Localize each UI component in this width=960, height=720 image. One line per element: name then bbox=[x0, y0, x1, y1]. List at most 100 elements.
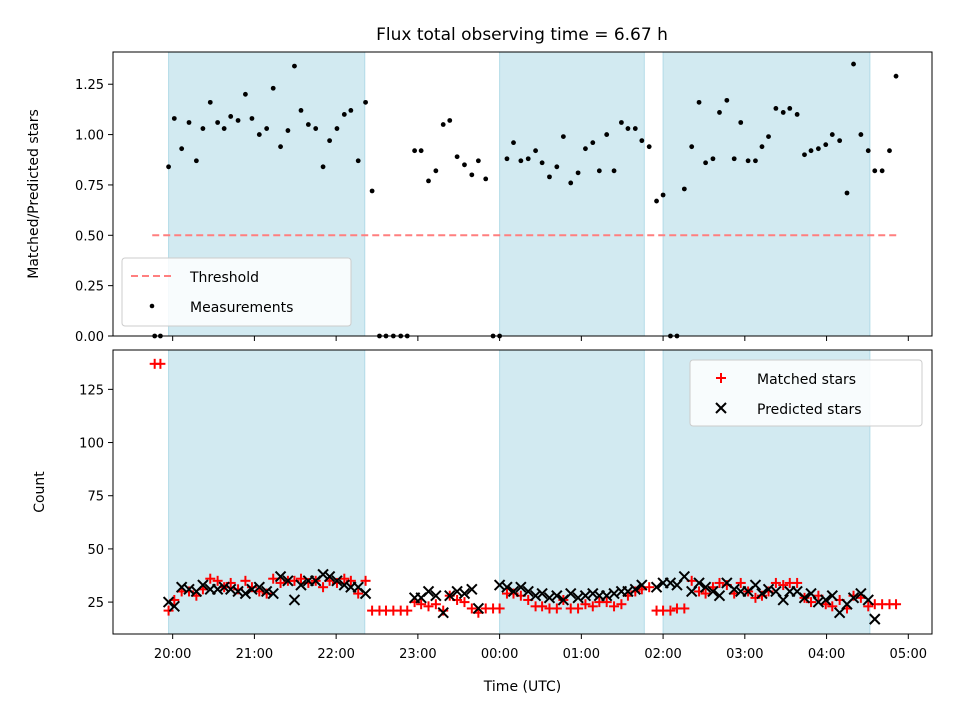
predicted-star-point bbox=[317, 568, 329, 581]
measurement-point bbox=[654, 198, 659, 204]
predicted-star-point bbox=[600, 590, 613, 602]
measurement-point bbox=[533, 148, 538, 154]
predicted-star-point bbox=[507, 585, 520, 598]
measurement-point bbox=[717, 110, 722, 115]
bottom-y-ticks: 25 50 75 100 125 bbox=[79, 383, 113, 611]
predicted-star-point bbox=[826, 590, 838, 602]
x-tick-label: 05:00 bbox=[890, 647, 927, 662]
measurement-point bbox=[447, 118, 453, 123]
measurement-point bbox=[418, 148, 424, 154]
measurement-point bbox=[773, 105, 779, 111]
measurement-point bbox=[313, 126, 319, 131]
measurement-point bbox=[802, 152, 807, 158]
matched-star-point bbox=[679, 603, 690, 614]
predicted-star-point bbox=[515, 581, 527, 593]
predicted-star-point bbox=[437, 607, 449, 619]
measurement-point bbox=[292, 63, 297, 69]
matched-star-point bbox=[714, 577, 725, 588]
bottom-panel: 20:00 21:00 22:00 23:00 00:00 01:00 02:00 03:00… bbox=[32, 349, 933, 695]
legend-predicted-swatch bbox=[715, 402, 727, 414]
predicted-star-point bbox=[847, 592, 860, 604]
matched-star-point bbox=[863, 601, 874, 612]
matched-star-point bbox=[778, 580, 789, 591]
measurement-point bbox=[412, 148, 418, 154]
top-y-tick-label: 0.75 bbox=[75, 179, 104, 194]
measurement-point bbox=[270, 85, 276, 91]
bottom-y-tick-label: 50 bbox=[87, 543, 104, 558]
predicted-star-point bbox=[529, 590, 542, 602]
x-axis-label: Time (UTC) bbox=[483, 679, 561, 695]
matched-star-point bbox=[644, 582, 655, 593]
measurement-point bbox=[483, 176, 489, 182]
predicted-star-point bbox=[587, 587, 599, 600]
measurement-point bbox=[256, 132, 262, 137]
bottom-x-ticks: 20:00 21:00 22:00 23:00 00:00 01:00 02:00 03:00… bbox=[154, 634, 927, 662]
predicted-star-point bbox=[650, 581, 663, 593]
x-tick-label: 03:00 bbox=[726, 647, 763, 662]
matched-star-point bbox=[353, 588, 364, 599]
predicted-star-point bbox=[869, 613, 881, 625]
predicted-star-point bbox=[253, 581, 266, 593]
measurement-point bbox=[619, 120, 624, 125]
bottom-y-tick-label: 25 bbox=[87, 596, 104, 611]
measurement-point bbox=[320, 164, 326, 170]
measurement-point bbox=[504, 156, 510, 162]
predicted-star-point bbox=[288, 594, 301, 606]
measurement-point bbox=[851, 61, 856, 67]
predicted-stars-points bbox=[162, 568, 881, 625]
measurement-point bbox=[228, 114, 234, 119]
matched-star-point bbox=[494, 603, 505, 614]
predicted-star-point bbox=[862, 594, 874, 606]
measurement-point bbox=[745, 158, 751, 164]
legend-measurements-swatch bbox=[149, 303, 155, 309]
legend-measurements-label: Measurements bbox=[190, 300, 293, 316]
measurement-point bbox=[696, 99, 702, 105]
x-tick-label: 23:00 bbox=[399, 647, 436, 662]
matched-star-point bbox=[616, 599, 627, 610]
measurement-point bbox=[249, 116, 255, 121]
predicted-star-point bbox=[444, 590, 456, 602]
measurement-point bbox=[215, 120, 221, 125]
measurement-point bbox=[753, 158, 758, 164]
x-tick-label: 00:00 bbox=[481, 647, 518, 662]
measurement-point bbox=[243, 91, 248, 97]
matched-star-point bbox=[295, 573, 306, 584]
measurement-point bbox=[794, 112, 800, 117]
matched-star-point bbox=[430, 599, 441, 610]
bottom-y-tick-label: 100 bbox=[79, 437, 104, 452]
predicted-star-point bbox=[820, 594, 832, 606]
predicted-star-point bbox=[536, 587, 548, 600]
measurement-point bbox=[305, 122, 311, 127]
measurement-point bbox=[837, 138, 843, 144]
measurement-point bbox=[639, 138, 645, 144]
matched-star-point bbox=[402, 605, 413, 616]
predicted-star-point bbox=[707, 585, 719, 598]
measurement-point bbox=[611, 168, 617, 174]
matched-star-point bbox=[416, 599, 427, 610]
predicted-star-point bbox=[543, 592, 556, 604]
predicted-star-point bbox=[522, 585, 534, 598]
top-y-tick-label: 0.50 bbox=[75, 229, 104, 244]
matched-star-point bbox=[318, 582, 329, 593]
measurement-point bbox=[327, 138, 333, 144]
predicted-star-point bbox=[713, 590, 726, 602]
predicted-star-point bbox=[239, 587, 252, 600]
matched-star-point bbox=[466, 603, 477, 614]
measurement-point bbox=[525, 156, 531, 162]
predicted-star-point bbox=[629, 583, 642, 596]
legend-threshold-label: Threshold bbox=[189, 270, 259, 286]
matched-star-point bbox=[275, 577, 286, 588]
measurement-point bbox=[363, 99, 368, 105]
legend-matched-label: Matched stars bbox=[757, 372, 856, 388]
predicted-star-point bbox=[183, 583, 195, 596]
matched-star-point bbox=[609, 601, 620, 612]
measurement-point bbox=[780, 110, 786, 115]
measurement-point bbox=[787, 105, 793, 111]
measurement-point bbox=[646, 144, 652, 150]
measurement-point bbox=[858, 132, 864, 137]
measurement-point bbox=[808, 148, 814, 154]
top-y-tick-label: 1.25 bbox=[75, 78, 104, 93]
predicted-star-point bbox=[260, 585, 273, 598]
measurement-point bbox=[285, 128, 291, 133]
measurement-point bbox=[766, 134, 771, 139]
